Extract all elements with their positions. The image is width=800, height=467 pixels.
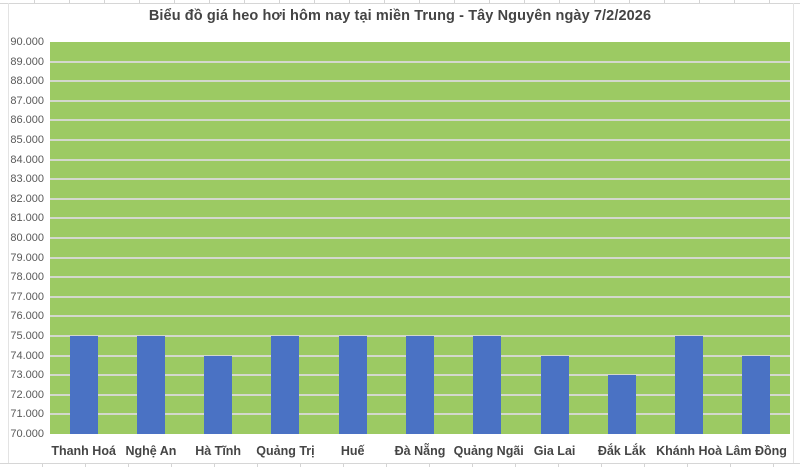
gridline — [50, 276, 790, 279]
spreadsheet-gridline-bottom — [0, 463, 800, 464]
bar-nghệ-an[interactable] — [136, 336, 165, 434]
y-tick-label: 78.000 — [10, 271, 44, 284]
bar-khánh-hoà[interactable] — [675, 336, 704, 434]
y-tick-label: 79.000 — [10, 251, 44, 264]
y-tick-label: 86.000 — [10, 114, 44, 127]
y-tick-label: 74.000 — [10, 349, 44, 362]
x-tick-label: Đắk Lắk — [597, 444, 646, 458]
y-tick-label: 87.000 — [10, 94, 44, 107]
gridline — [50, 178, 790, 181]
y-tick-label: 80.000 — [10, 232, 44, 244]
y-tick-label: 85.000 — [10, 134, 44, 146]
x-tick-label: Khánh Hoà — [656, 444, 723, 458]
y-tick-label: 88.000 — [10, 75, 44, 88]
y-tick-label: 75.000 — [10, 330, 44, 342]
spreadsheet-gridline-top — [0, 3, 800, 4]
y-tick-label: 77.000 — [10, 290, 44, 303]
gridline — [50, 237, 790, 239]
spreadsheet-gridline-right — [793, 3, 794, 463]
bar-đắk-lắk[interactable] — [607, 375, 636, 434]
plot-area — [50, 42, 790, 434]
y-tick-label: 76.000 — [10, 310, 44, 323]
x-tick-label: Đà Nẵng — [394, 444, 446, 458]
bar-quảng-trị[interactable] — [271, 336, 300, 434]
y-tick-label: 81.000 — [10, 212, 44, 225]
bar-thanh-hoá[interactable] — [69, 336, 98, 434]
bar-gia-lai[interactable] — [540, 355, 569, 434]
y-tick-label: 84.000 — [10, 153, 44, 166]
x-tick-label: Huế — [340, 444, 365, 458]
y-tick-label: 90.000 — [10, 36, 44, 48]
bar-quảng-ngãi[interactable] — [473, 336, 502, 434]
gridline — [50, 119, 790, 122]
bar-lâm-đồng[interactable] — [742, 355, 771, 434]
chart-title: Biểu đồ giá heo hơi hôm nay tại miền Tru… — [148, 8, 652, 24]
gridline — [50, 295, 790, 298]
x-tick-label: Lâm Đồng — [725, 444, 787, 458]
spreadsheet-gridline-left — [8, 3, 9, 463]
bar-hà-tĩnh[interactable] — [204, 355, 233, 434]
x-tick-label: Thanh Hoá — [51, 444, 116, 458]
y-tick-label: 83.000 — [10, 173, 44, 186]
y-tick-label: 70.000 — [10, 428, 44, 440]
y-axis: 70.000 71.000 72.000 73.000 74.000 75.000 76.0… — [0, 36, 44, 440]
gridline — [50, 217, 790, 220]
gridline — [50, 99, 790, 102]
spreadsheet-column-ticks-bottom — [0, 464, 800, 467]
y-tick-label: 82.000 — [10, 192, 44, 205]
x-tick-label: Quảng Ngãi — [453, 444, 524, 458]
bar-đà-nẵng[interactable] — [406, 336, 434, 434]
x-tick-label: Quảng Trị — [256, 444, 315, 458]
gridline — [50, 139, 790, 141]
gridline — [50, 158, 790, 161]
gridline — [50, 256, 790, 259]
x-tick-label: Nghệ An — [125, 444, 177, 458]
y-tick-label: 71.000 — [10, 408, 44, 421]
x-tick-label: Hà Tĩnh — [195, 444, 242, 458]
spreadsheet-column-ticks-top — [0, 0, 800, 3]
gridline — [50, 315, 790, 318]
y-tick-label: 73.000 — [10, 369, 44, 382]
bar-huế[interactable] — [338, 336, 367, 434]
x-tick-label: Gia Lai — [533, 444, 576, 458]
gridline — [50, 80, 790, 83]
x-axis: Thanh Hoá Nghệ An Hà Tĩnh Quảng Trị Huế Đà Nẵ… — [50, 443, 790, 461]
gridline — [50, 197, 790, 200]
gridline — [50, 60, 790, 63]
y-tick-label: 72.000 — [10, 388, 44, 401]
y-tick-label: 89.000 — [10, 55, 44, 68]
